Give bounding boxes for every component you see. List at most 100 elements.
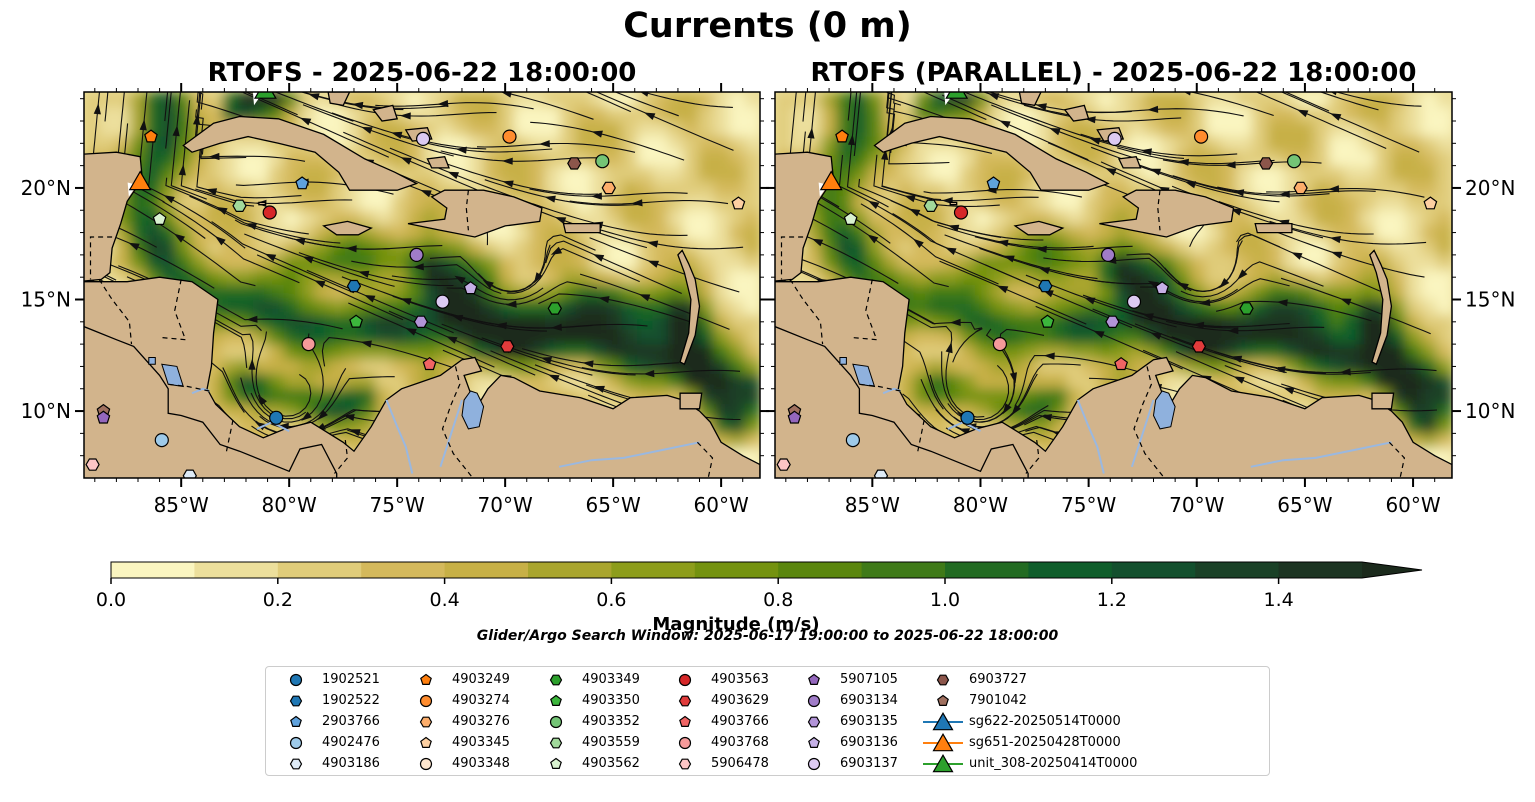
float-marker-4903562 xyxy=(843,211,858,225)
float-marker-6903727 xyxy=(1258,157,1274,170)
legend-marker-shape xyxy=(678,673,692,687)
legend-marker-shape xyxy=(807,694,821,708)
float-marker-4903274 xyxy=(1193,129,1209,144)
legend-item-4903249: 4903249 xyxy=(406,670,606,690)
float-marker-4903350 xyxy=(349,314,364,328)
legend-marker-shape xyxy=(549,737,563,749)
land-bahamas2 xyxy=(1063,104,1090,122)
land-caymans xyxy=(258,201,267,206)
legend-marker xyxy=(550,694,562,706)
legend-label: 7901042 xyxy=(969,693,1027,708)
legend-marker-shape xyxy=(549,715,563,729)
float-marker-4903629 xyxy=(1191,340,1207,353)
land-florida xyxy=(240,92,284,93)
legend-marker-shape xyxy=(936,674,950,686)
legend-item-6903135: 6903135 xyxy=(794,712,994,732)
float-marker-4903349 xyxy=(547,302,562,315)
float-marker-6903136 xyxy=(463,281,478,295)
legend-marker-shape xyxy=(678,695,692,707)
legend-label: 5906478 xyxy=(711,756,769,771)
colorbar-tick-label: 0.4 xyxy=(429,589,459,611)
float-marker-6903136 xyxy=(1155,281,1170,295)
legend-label: 4903186 xyxy=(322,756,380,771)
colorbar-label: Magnitude (m/s) xyxy=(652,614,820,635)
float-marker-1902521 xyxy=(269,410,284,425)
legend-marker-shape xyxy=(289,695,303,707)
float-marker-4903559 xyxy=(232,199,247,212)
legend-marker xyxy=(678,695,692,707)
glider-marker-unit_308-20250414T0000 xyxy=(253,92,277,99)
legend-marker-shape xyxy=(290,715,302,727)
float-marker-4903345 xyxy=(1423,196,1438,210)
legend-item-4903349: 4903349 xyxy=(536,670,736,690)
land-puertorico xyxy=(1254,222,1293,234)
legend-label: unit_308-20250414T0000 xyxy=(969,756,1138,771)
legend-label: sg651-20250428T0000 xyxy=(969,735,1121,750)
float-marker-4903563 xyxy=(953,205,969,220)
float-marker-4903249 xyxy=(144,129,158,143)
legend-marker xyxy=(549,674,563,686)
land-yucatan xyxy=(84,151,143,282)
legend-label: 4903563 xyxy=(711,672,769,687)
legend-label: 2903766 xyxy=(322,714,380,729)
legend-item-4903350: 4903350 xyxy=(536,691,736,711)
float-marker-6903135 xyxy=(1105,315,1120,328)
legend-label: 4903352 xyxy=(582,714,640,729)
x-tick-label: 85°W xyxy=(154,493,209,517)
legend-label: 5907105 xyxy=(840,672,898,687)
legend-marker-shape xyxy=(678,736,692,750)
float-marker-4903563 xyxy=(262,205,277,220)
legend-marker-shape xyxy=(808,673,820,685)
legend-item-4903559: 4903559 xyxy=(536,733,736,753)
legend-marker-shape xyxy=(420,736,432,748)
colorbar-bin xyxy=(1195,562,1280,578)
legend-marker xyxy=(679,715,691,727)
lake-managua xyxy=(148,357,156,365)
legend-marker xyxy=(419,716,433,728)
legend-label: 4902476 xyxy=(322,735,380,750)
land-bahamas1 xyxy=(327,92,351,107)
lake-maracaibo xyxy=(461,390,485,430)
float-marker-6903137 xyxy=(435,294,450,309)
legend-marker xyxy=(678,673,692,687)
legend-marker-glider xyxy=(932,712,954,731)
land-trinidad xyxy=(679,392,703,410)
colorbar-bin xyxy=(611,562,696,578)
land-bahamas4 xyxy=(1117,155,1142,169)
legend-marker xyxy=(936,674,950,686)
legend-item-1902522: 1902522 xyxy=(276,691,476,711)
legend-label: 4903349 xyxy=(582,672,640,687)
legend-item-4903563: 4903563 xyxy=(665,670,865,690)
land-lesserantilles xyxy=(1369,249,1393,366)
legend-marker-glider xyxy=(932,733,954,752)
legend-marker xyxy=(807,757,821,771)
legend-marker xyxy=(550,757,562,769)
land-trinidad xyxy=(1371,392,1395,410)
legend-marker-shape xyxy=(808,736,820,748)
float-marker-4903352 xyxy=(1286,154,1302,169)
colorbar-tick-label: 1.0 xyxy=(930,589,960,611)
float-marker-4903768 xyxy=(301,337,316,352)
float-marker-4903352 xyxy=(595,154,610,169)
float-marker-4903249 xyxy=(835,129,849,143)
legend-marker xyxy=(420,736,432,748)
colorbar-tick-label: 0.6 xyxy=(596,589,626,611)
float-marker-4903562 xyxy=(152,211,167,225)
float-marker-1902522 xyxy=(346,279,362,293)
float-marker-5907105 xyxy=(787,410,802,424)
float-marker-4903186 xyxy=(182,469,197,478)
panel-title-rtofs-parallel: RTOFS (PARALLEL) - 2025-06-22 18:00:00 xyxy=(810,58,1417,88)
legend-marker xyxy=(678,758,692,770)
colorbar-extend-arrow xyxy=(1362,562,1422,578)
x-tick-label: 75°W xyxy=(370,493,425,517)
colorbar-tick-label: 0.8 xyxy=(763,589,793,611)
legend-item-sg622-20250514T0000: sg622-20250514T0000 xyxy=(923,712,1123,732)
legend-item-6903727: 6903727 xyxy=(923,670,1123,690)
legend-marker-shape xyxy=(419,716,433,728)
legend-marker-shape xyxy=(419,694,433,708)
land-pacificgap xyxy=(84,325,338,478)
legend-label: 6903137 xyxy=(840,756,898,771)
lake-nicaragua xyxy=(852,363,876,388)
legend-marker-shape xyxy=(937,694,949,706)
land-pacificgap xyxy=(775,325,1029,478)
